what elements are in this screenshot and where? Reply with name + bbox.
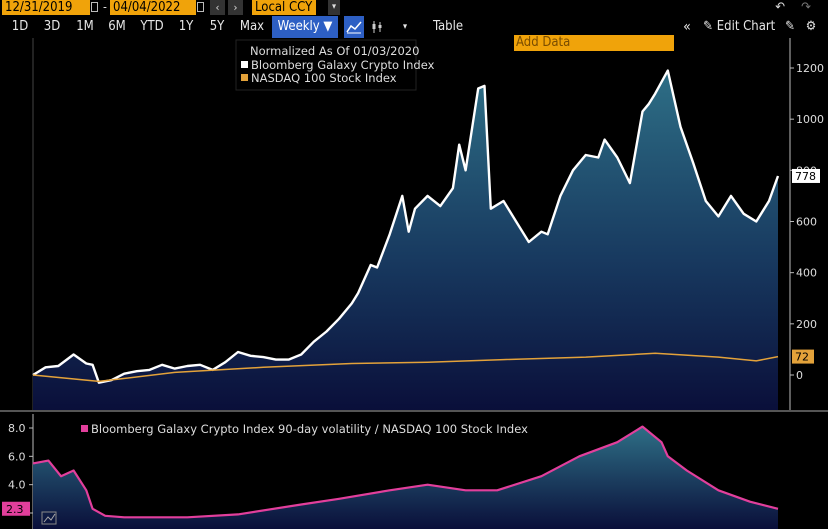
y-tick-label: 200 [796, 318, 817, 331]
date-range-bar: 12/31/2019 - 04/04/2022 ‹ › Local CCY ▾ … [0, 0, 828, 16]
mini-chart-icon-line [43, 513, 56, 523]
calendar-icon[interactable] [197, 2, 204, 12]
pencil-icon[interactable]: ✎ [703, 19, 713, 34]
volatility-panel: 4.0 6.0 8.0 2.3 Bloomberg Galaxy Crypto Inde… [2, 414, 779, 529]
period-button-1d[interactable]: 1D [11, 19, 29, 34]
period-button-max[interactable]: Max [239, 19, 265, 34]
previous-arrow-icon[interactable]: ‹ [210, 0, 225, 15]
collapse-arrows-icon[interactable]: « [683, 19, 691, 35]
vol-last-value-label: 2.3 [6, 503, 24, 516]
gear-icon[interactable]: ⚙ [805, 19, 817, 34]
last-value-badge [792, 168, 820, 183]
y-tick-label: 0 [796, 369, 803, 382]
crypto-area [33, 70, 778, 410]
nasdaq-series-line [32, 352, 779, 383]
annotate-icon[interactable]: ✎ [785, 19, 795, 34]
period-button-1m[interactable]: 1M [76, 19, 94, 34]
vol-last-value-badge [2, 501, 30, 516]
period-button-6m[interactable]: 6M [108, 19, 126, 34]
calendar-icon[interactable] [91, 2, 98, 12]
vol-chart-title: Bloomberg Galaxy Crypto Index 90-day vol… [91, 422, 528, 436]
vol-y-tick-label: 4.0 [8, 479, 26, 492]
candlestick-icon[interactable] [368, 16, 386, 38]
undo-icon[interactable]: ↶ [775, 0, 785, 15]
legend-swatch [241, 61, 248, 68]
chart-toolbar: 1D 3D 1M 6M YTD 1Y 5Y Max Weekly ▼ ▾ Tab… [0, 16, 828, 51]
next-arrow-icon[interactable]: › [228, 0, 243, 15]
crypto-series-line [32, 69, 780, 384]
last-value-label: 778 [795, 170, 816, 183]
table-button[interactable]: Table [432, 19, 464, 34]
line-chart-icon[interactable] [344, 16, 364, 38]
vol-y-tick-label: 6.0 [8, 450, 26, 463]
volatility-series-line [32, 425, 779, 519]
legend-swatch [241, 74, 248, 81]
currency-select[interactable]: Local CCY [252, 0, 316, 15]
period-button-1y[interactable]: 1Y [178, 19, 194, 34]
end-date-field[interactable]: 04/04/2022 [110, 0, 196, 15]
mini-chart-icon [41, 511, 57, 525]
legend-box [235, 39, 417, 91]
vol-y-tick-label: 8.0 [8, 422, 26, 435]
period-button-3d[interactable]: 3D [43, 19, 61, 34]
volatility-area [33, 426, 778, 529]
last-value-badge [792, 349, 814, 364]
vol-legend-swatch [81, 425, 88, 432]
date-separator: - [103, 0, 107, 14]
chart-title: Normalized As Of 01/03/2020 [250, 44, 419, 58]
chart-area: 02004006008001000120077872Normalized As … [0, 38, 828, 529]
edit-chart-button[interactable]: Edit Chart [716, 19, 776, 34]
period-button-5y[interactable]: 5Y [209, 19, 225, 34]
chevron-down-icon[interactable]: ▾ [328, 0, 340, 15]
frequency-dropdown[interactable]: Weekly ▼ [272, 16, 338, 38]
legend-entry: Bloomberg Galaxy Crypto Index [251, 58, 435, 72]
start-date-field[interactable]: 12/31/2019 [2, 0, 90, 15]
legend-entry: NASDAQ 100 Stock Index [251, 71, 397, 85]
y-tick-label: 1200 [796, 62, 824, 75]
y-tick-label: 1000 [796, 113, 824, 126]
chart-type-dropdown-icon[interactable]: ▾ [402, 22, 408, 32]
y-tick-label: 600 [796, 216, 817, 229]
add-data-input[interactable]: Add Data [514, 35, 674, 51]
main-panel: 02004006008001000120077872Normalized As … [0, 38, 828, 412]
redo-icon[interactable]: ↷ [801, 0, 811, 15]
mini-chart-icon-frame [41, 511, 57, 525]
period-button-ytd[interactable]: YTD [140, 19, 164, 34]
y-tick-label: 400 [796, 267, 817, 280]
last-value-label: 72 [795, 351, 809, 364]
